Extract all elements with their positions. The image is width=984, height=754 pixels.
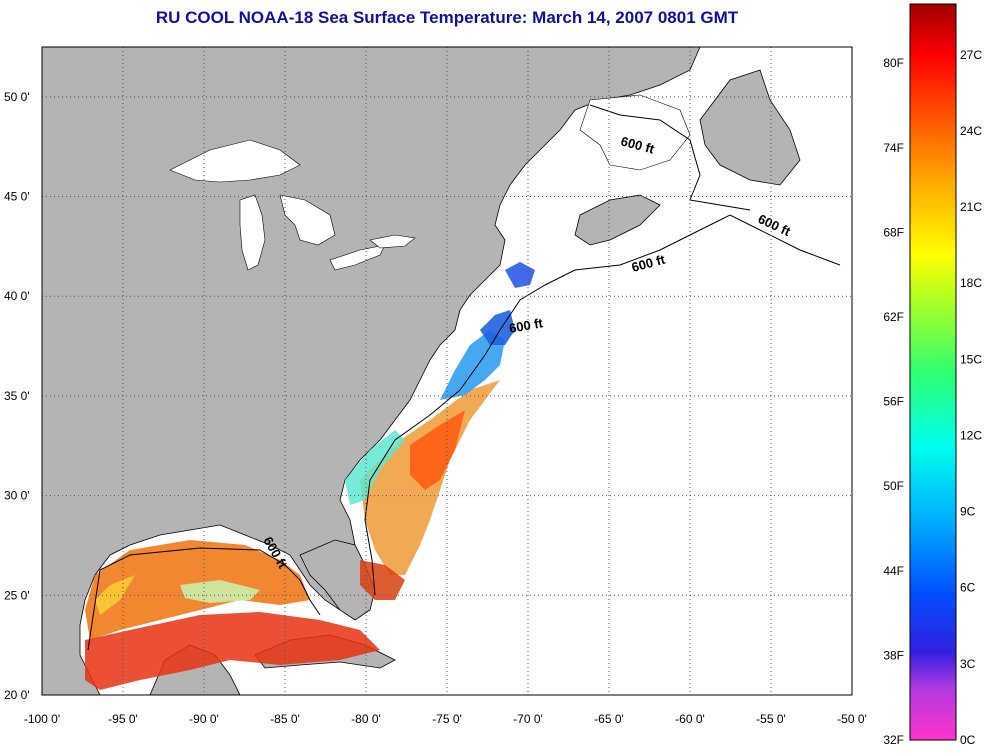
longitude-axis: -100 0' -95 0' -90 0' -85 0' -80 0' -75 0' -70… xyxy=(24,712,867,726)
lat-tick-label: 35 0' xyxy=(4,389,30,403)
lake-ontario xyxy=(369,234,416,249)
lon-tick-label: -95 0' xyxy=(108,712,138,726)
lon-tick-label: -70 0' xyxy=(513,712,543,726)
colorbar-c-label: 27C xyxy=(960,48,982,62)
contour-600ft-canada xyxy=(589,104,751,211)
contour-label-4: 600 ft xyxy=(508,315,545,336)
lon-tick-label: -100 0' xyxy=(24,712,60,726)
lat-tick-label: 50 0' xyxy=(4,90,30,104)
lake-superior xyxy=(169,139,301,183)
gulf-of-st-lawrence xyxy=(579,94,691,171)
sst-mid-atlantic-blue xyxy=(440,330,505,400)
land-nova-scotia xyxy=(574,194,661,246)
latitude-axis: 50 0' 45 0' 40 0' 35 0' 30 0' 25 0' 20 0' xyxy=(4,90,30,702)
colorbar-f-label: 44F xyxy=(883,564,904,578)
land-north-america xyxy=(42,47,701,695)
contour-600ft-gulf xyxy=(87,547,321,651)
colorbar-f-label: 68F xyxy=(883,225,904,239)
colorbar-f-label: 80F xyxy=(883,56,904,70)
colorbar-f-label: 62F xyxy=(883,310,904,324)
colorbar-c-label: 9C xyxy=(960,505,976,519)
contour-600ft-atlantic xyxy=(364,214,841,596)
colorbar-f-label: 50F xyxy=(883,479,904,493)
lat-tick-label: 45 0' xyxy=(4,190,30,204)
lake-michigan xyxy=(239,194,266,271)
sst-new-england-blue xyxy=(480,310,515,345)
colorbar-c-label: 18C xyxy=(960,276,982,290)
sst-gulf-south xyxy=(85,612,380,690)
colorbar-c-label: 3C xyxy=(960,657,976,671)
lon-tick-label: -60 0' xyxy=(675,712,705,726)
lon-tick-label: -90 0' xyxy=(189,712,219,726)
colorbar-c-label: 6C xyxy=(960,581,976,595)
land-florida xyxy=(299,539,376,621)
lon-tick-label: -85 0' xyxy=(270,712,300,726)
colorbar-f-label: 32F xyxy=(883,733,904,747)
colorbar-f-label: 56F xyxy=(883,395,904,409)
graticule xyxy=(42,47,852,695)
colorbar-c-label: 21C xyxy=(960,200,982,214)
sst-gulf-cool-patch xyxy=(180,580,260,603)
colorbar-c-label: 12C xyxy=(960,428,982,442)
lat-tick-label: 40 0' xyxy=(4,289,30,303)
sst-gulf-of-maine-blue xyxy=(505,262,535,288)
lat-tick-label: 20 0' xyxy=(4,688,30,702)
land-newfoundland xyxy=(699,69,801,186)
colorbar-f-label: 74F xyxy=(883,141,904,155)
sst-atlantic-hot-core xyxy=(410,410,465,490)
lon-tick-label: -55 0' xyxy=(756,712,786,726)
lon-tick-label: -75 0' xyxy=(432,712,462,726)
lat-tick-label: 25 0' xyxy=(4,588,30,602)
map-title: RU COOL NOAA-18 Sea Surface Temperature:… xyxy=(155,8,739,27)
colorbar-c-label: 0C xyxy=(960,733,976,747)
colorbar-c-label: 24C xyxy=(960,124,982,138)
sst-florida-straits xyxy=(360,560,405,600)
lake-huron xyxy=(279,194,336,246)
lon-tick-label: -65 0' xyxy=(594,712,624,726)
colorbar-f-label: 38F xyxy=(883,648,904,662)
lake-erie xyxy=(329,244,386,271)
colorbar-celsius-labels: 27C 24C 21C 18C 15C 12C 9C 6C 3C 0C xyxy=(960,48,982,747)
lat-tick-label: 30 0' xyxy=(4,489,30,503)
colorbar-fahrenheit-labels: 80F 74F 68F 62F 56F 50F 44F 38F 32F xyxy=(883,56,904,747)
map-frame xyxy=(41,46,853,696)
lon-tick-label: -80 0' xyxy=(351,712,381,726)
colorbar xyxy=(909,3,957,741)
lon-tick-label: -50 0' xyxy=(837,712,867,726)
colorbar-c-label: 15C xyxy=(960,352,982,366)
